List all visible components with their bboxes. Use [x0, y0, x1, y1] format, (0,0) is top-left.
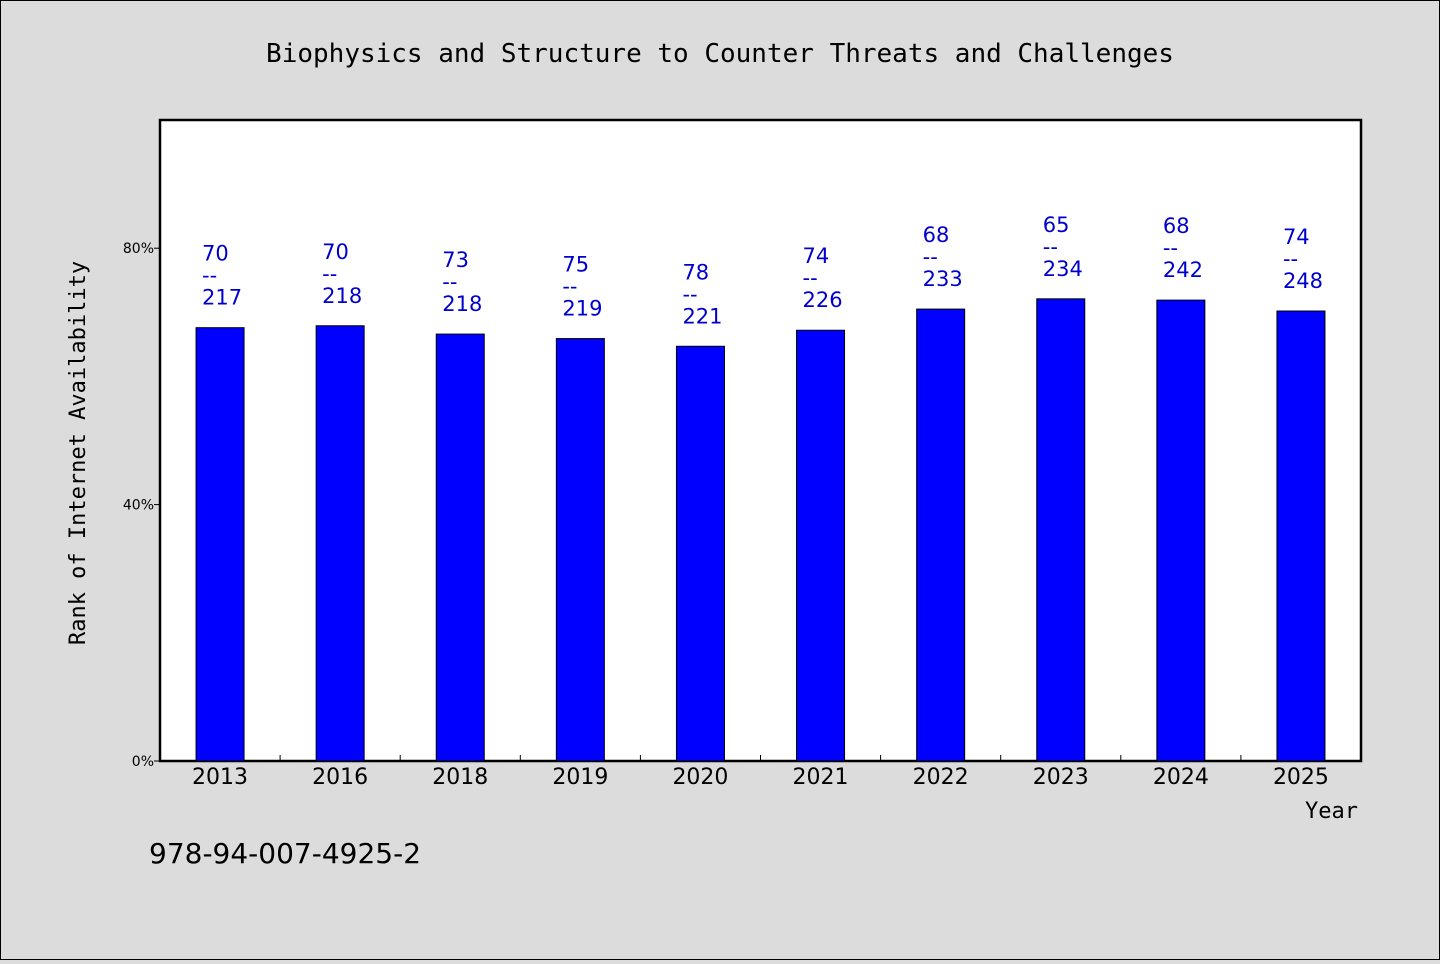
x-tick-label: 2018	[432, 765, 488, 790]
bar-2022	[916, 308, 966, 762]
data-label-bottom: 218	[322, 284, 362, 308]
data-label-bottom: 219	[562, 297, 602, 321]
x-tick-label: 2019	[552, 765, 608, 790]
data-label-sep: --	[803, 266, 818, 290]
data-label-bottom: 242	[1163, 258, 1203, 282]
bar-2023	[1036, 298, 1086, 762]
x-tick-label: 2013	[192, 765, 248, 790]
data-label-top: 78	[682, 260, 709, 284]
data-label-sep: --	[322, 262, 337, 286]
bar-2016	[315, 325, 365, 762]
x-tick-label: 2022	[913, 765, 969, 790]
x-tick-label: 2016	[312, 765, 368, 790]
bar-2020	[675, 345, 725, 762]
data-label-top: 70	[202, 242, 229, 266]
y-axis: 0% 40% 80%	[123, 241, 160, 770]
data-label-bottom: 248	[1283, 269, 1323, 293]
data-label-sep: --	[562, 275, 577, 299]
data-label-sep: --	[1043, 235, 1058, 259]
data-label-top: 74	[1283, 225, 1310, 249]
bar-2024	[1156, 299, 1206, 762]
data-label-top: 70	[322, 240, 349, 264]
data-label-sep: --	[202, 264, 217, 288]
x-tick-label: 2024	[1153, 765, 1209, 790]
x-tick-label: 2023	[1033, 765, 1089, 790]
y-tick-label: 40%	[123, 498, 154, 514]
data-label-bottom: 233	[923, 267, 963, 291]
bar-2013	[195, 327, 245, 762]
data-label-bottom: 226	[803, 288, 843, 312]
data-label-bottom: 221	[682, 304, 722, 328]
x-axis-label: Year	[1305, 799, 1358, 824]
x-tick-label: 2025	[1273, 765, 1329, 790]
data-label-sep: --	[1163, 236, 1178, 260]
data-label-sep: --	[682, 282, 697, 306]
data-label-top: 73	[442, 248, 469, 272]
data-label-sep: --	[442, 270, 457, 294]
data-label-top: 68	[1163, 214, 1190, 238]
data-label-sep: --	[923, 245, 938, 269]
y-tick-label: 80%	[123, 241, 154, 257]
data-label-bottom: 234	[1043, 257, 1083, 281]
x-tick-label: 2021	[793, 765, 849, 790]
x-axis: 2013 2016 2018 2019 2020 2021 2022 2023 2024 2025	[192, 755, 1329, 790]
x-tick-label: 2020	[672, 765, 728, 790]
data-labels-group: 70--21770--21873--21875--21978--22174--2…	[202, 213, 1323, 328]
data-label-bottom: 218	[442, 292, 482, 316]
data-label-top: 65	[1043, 213, 1070, 237]
y-axis-label: Rank of Internet Availability	[66, 261, 91, 645]
y-tick-label: 0%	[132, 754, 154, 770]
bars-group	[195, 298, 1326, 762]
data-label-bottom: 217	[202, 286, 242, 310]
data-label-top: 75	[562, 253, 589, 277]
data-label-top: 74	[803, 244, 830, 268]
isbn-text: 978-94-007-4925-2	[149, 837, 421, 870]
chart-title: Biophysics and Structure to Counter Thre…	[266, 39, 1174, 69]
bar-2025	[1276, 310, 1326, 762]
bar-2019	[555, 338, 605, 762]
data-label-sep: --	[1283, 247, 1298, 271]
bar-2021	[796, 329, 846, 762]
bar-2018	[435, 333, 485, 762]
data-label-top: 68	[923, 223, 950, 247]
